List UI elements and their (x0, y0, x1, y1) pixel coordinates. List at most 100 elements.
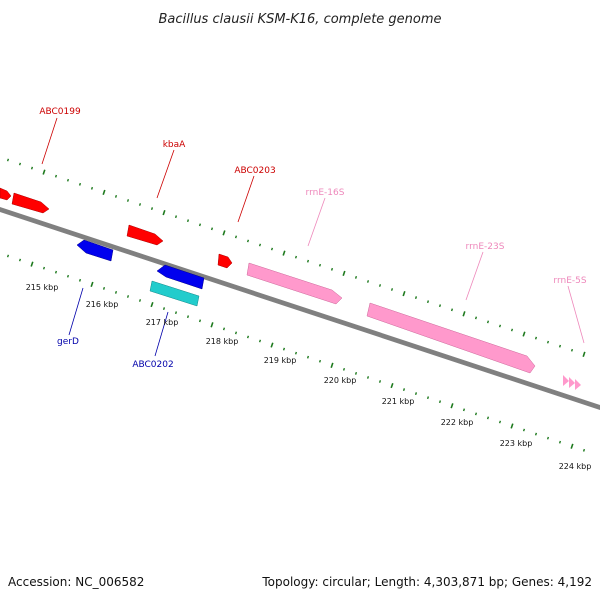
minor-tick (114, 194, 118, 198)
minor-tick (150, 207, 154, 211)
minor-tick (534, 336, 538, 340)
leader-rrne-23s (465, 251, 484, 301)
minor-tick (174, 311, 178, 315)
gene-arrow-abc0202 (149, 280, 200, 307)
gene-label-abc0199: ABC0199 (39, 107, 81, 117)
gene-label-rrne-16s: rrnE-16S (306, 188, 345, 198)
minor-tick (378, 284, 382, 287)
scale-label: 216 kbp (86, 300, 119, 309)
minor-tick (222, 327, 226, 331)
rrna-arrow-5s-b (569, 377, 575, 388)
minor-tick (270, 247, 274, 251)
minor-tick (570, 348, 574, 352)
minor-tick (582, 448, 586, 452)
rrna-arrow-5s-a (563, 375, 569, 386)
major-tick (282, 250, 286, 256)
major-tick (210, 322, 214, 328)
leader-kbaa (156, 149, 175, 199)
major-tick (570, 443, 574, 449)
minor-tick (462, 408, 466, 412)
major-tick (390, 382, 394, 389)
minor-tick (78, 278, 82, 282)
minor-tick (342, 367, 346, 371)
scale-label: 217 kbp (146, 318, 179, 327)
scale-label: 221 kbp (382, 397, 415, 406)
minor-tick (102, 286, 106, 290)
minor-tick (30, 166, 34, 170)
major-tick (330, 362, 334, 368)
gene-arrow-reverse (156, 264, 205, 290)
minor-tick (390, 288, 394, 291)
minor-tick (42, 266, 46, 270)
accession-text: Accession: NC_006582 (8, 575, 144, 589)
major-tick (150, 301, 154, 308)
outer-tick-ring (6, 158, 586, 357)
genome-backbone (0, 207, 600, 410)
minor-tick (18, 162, 22, 166)
minor-tick (450, 308, 454, 312)
minor-tick (546, 436, 550, 440)
minor-tick (6, 158, 10, 162)
rrna-arrow-16s (246, 262, 343, 305)
minor-tick (246, 239, 250, 243)
minor-tick (6, 254, 10, 258)
major-tick (462, 311, 466, 317)
minor-tick (234, 331, 238, 335)
minor-tick (318, 263, 322, 267)
gene-arrow-abc0203 (217, 253, 233, 269)
major-tick (582, 351, 586, 357)
minor-tick (66, 274, 70, 278)
major-tick (270, 342, 274, 348)
minor-tick (474, 316, 478, 320)
leader-rrne-5s (567, 285, 585, 344)
minor-tick (318, 359, 322, 363)
minor-tick (258, 243, 262, 247)
minor-tick (186, 219, 190, 223)
gene-label-abc0203: ABC0203 (234, 166, 275, 176)
minor-tick (210, 227, 214, 231)
minor-tick (126, 199, 130, 202)
minor-tick (426, 300, 430, 304)
minor-tick (126, 295, 130, 298)
minor-tick (78, 182, 82, 186)
minor-tick (354, 275, 358, 279)
leader-rrne-16s (307, 197, 326, 247)
minor-tick (474, 412, 478, 416)
major-tick (522, 331, 526, 337)
major-tick (162, 209, 166, 216)
gene-label-rrne-5s: rrnE-5S (553, 276, 586, 286)
scale-label: 222 kbp (441, 418, 474, 427)
minor-tick (366, 376, 370, 379)
gene-label-abc0202: ABC0202 (132, 360, 173, 370)
minor-tick (486, 416, 490, 420)
major-tick (222, 230, 226, 236)
minor-tick (306, 259, 310, 263)
minor-tick (414, 296, 418, 300)
minor-tick (138, 299, 142, 302)
minor-tick (294, 351, 298, 355)
minor-tick (366, 280, 370, 283)
minor-tick (234, 235, 238, 239)
minor-tick (546, 340, 550, 344)
leader-abc0203 (237, 175, 255, 223)
minor-tick (402, 388, 406, 392)
inner-tick-ring (6, 254, 586, 452)
minor-tick (162, 307, 166, 311)
major-tick (30, 261, 34, 267)
minor-tick (54, 270, 58, 274)
scale-label: 218 kbp (206, 337, 239, 346)
minor-tick (258, 339, 262, 343)
minor-tick (138, 203, 142, 206)
minor-tick (378, 380, 382, 383)
minor-tick (510, 328, 514, 332)
minor-tick (114, 290, 118, 294)
gene-label-rrne-23s: rrnE-23S (466, 242, 505, 252)
gene-label-kbaa: kbaA (163, 140, 186, 150)
minor-tick (198, 223, 202, 227)
rrna-arrow-5s-c (575, 379, 581, 390)
partial-gene-arrow (0, 187, 12, 201)
rrna-arrow-23s (366, 302, 536, 374)
minor-tick (426, 396, 430, 400)
scale-label: 215 kbp (26, 283, 59, 292)
